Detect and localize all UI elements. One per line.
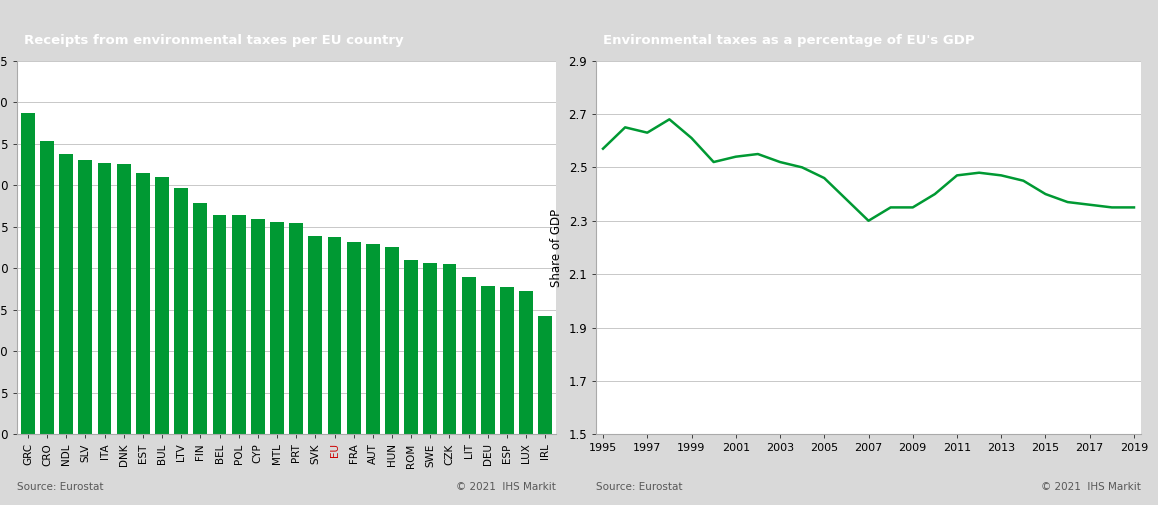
Text: Source: Eurostat: Source: Eurostat bbox=[596, 482, 683, 492]
Bar bbox=[97, 163, 111, 434]
Bar bbox=[213, 215, 227, 434]
Bar bbox=[251, 219, 265, 434]
Text: Source: Eurostat: Source: Eurostat bbox=[17, 482, 104, 492]
Bar bbox=[59, 154, 73, 434]
Text: © 2021  IHS Markit: © 2021 IHS Markit bbox=[1041, 482, 1141, 492]
Text: © 2021  IHS Markit: © 2021 IHS Markit bbox=[456, 482, 556, 492]
Bar bbox=[538, 316, 552, 434]
Bar bbox=[386, 246, 398, 434]
Bar bbox=[117, 165, 131, 434]
Bar bbox=[424, 263, 438, 434]
Text: Environmental taxes as a percentage of EU's GDP: Environmental taxes as a percentage of E… bbox=[603, 34, 975, 46]
Bar bbox=[328, 237, 342, 434]
Bar bbox=[462, 277, 476, 434]
Text: Receipts from environmental taxes per EU country: Receipts from environmental taxes per EU… bbox=[24, 34, 403, 46]
Y-axis label: Share of GDP: Share of GDP bbox=[550, 209, 563, 286]
Bar bbox=[308, 236, 322, 434]
Bar bbox=[481, 286, 494, 434]
Bar bbox=[346, 242, 360, 434]
Bar bbox=[155, 177, 169, 434]
Bar bbox=[290, 223, 303, 434]
Bar bbox=[79, 160, 93, 434]
Bar bbox=[21, 113, 35, 434]
Bar bbox=[41, 141, 54, 434]
Bar bbox=[135, 173, 149, 434]
Bar bbox=[193, 203, 207, 434]
Bar bbox=[442, 264, 456, 434]
Bar bbox=[366, 244, 380, 434]
Bar bbox=[519, 291, 533, 434]
Bar bbox=[175, 188, 188, 434]
Bar bbox=[404, 260, 418, 434]
Bar bbox=[232, 215, 245, 434]
Bar bbox=[500, 287, 514, 434]
Bar bbox=[270, 222, 284, 434]
